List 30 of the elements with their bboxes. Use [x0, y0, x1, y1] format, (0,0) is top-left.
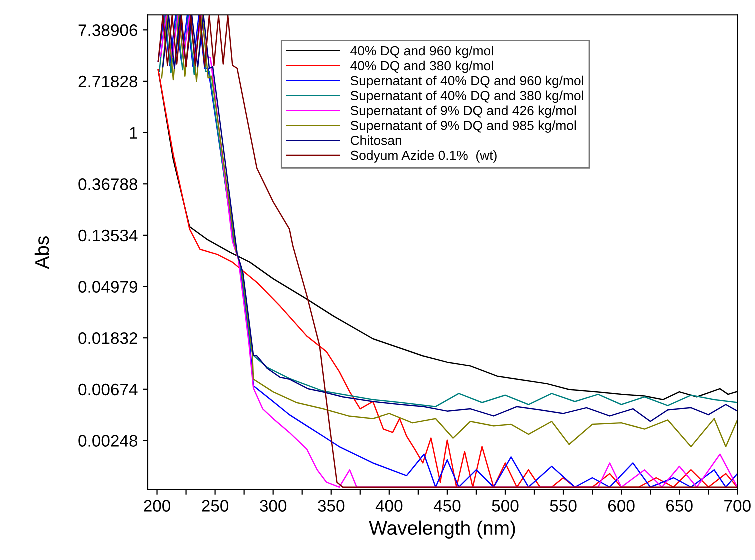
legend-label: Supernatant of 9% DQ and 426 kg/mol: [350, 106, 576, 118]
x-tick-label: 350: [318, 500, 345, 512]
y-tick-label: 0.00248: [78, 435, 138, 447]
legend-label: Supernatant of 9% DQ and 985 kg/mol: [350, 120, 576, 133]
x-tick-label: 500: [492, 500, 519, 512]
x-tick-label: 650: [666, 500, 693, 512]
x-tick-label: 250: [202, 500, 229, 512]
legend-label: Chitosan: [350, 136, 402, 146]
y-tick-label: 0.00674: [78, 384, 138, 396]
y-tick-label: 1: [130, 127, 138, 139]
y-tick-label: 2.71828: [78, 76, 138, 88]
legend-label: 40% DQ and 380 kg/mol: [350, 60, 494, 74]
y-tick-label: 0.04979: [78, 281, 138, 293]
x-tick-label: 700: [724, 500, 751, 512]
x-axis-title: Wavelength (nm): [369, 520, 516, 539]
y-tick-label: 0.36788: [78, 178, 138, 190]
x-tick-label: 400: [376, 500, 403, 512]
legend-label: Supernatant of 40% DQ and 960 kg/mol: [350, 76, 584, 88]
legend-label: 40% DQ and 960 kg/mol: [350, 46, 494, 58]
x-tick-label: 200: [144, 500, 171, 512]
x-tick-label: 550: [550, 500, 577, 512]
y-tick-label: 0.01832: [78, 332, 138, 344]
y-tick-label: 7.38906: [78, 24, 138, 36]
x-tick-label: 450: [434, 500, 461, 512]
x-tick-label: 300: [260, 500, 287, 512]
y-tick-label: 0.13534: [78, 230, 138, 242]
legend-label: Supernatant of 40% DQ and 380 kg/mol: [350, 90, 584, 104]
x-tick-label: 600: [608, 500, 635, 512]
legend-label: Sodyum Azide 0.1% (wt): [350, 150, 497, 163]
y-axis-title: Abs: [34, 236, 50, 270]
